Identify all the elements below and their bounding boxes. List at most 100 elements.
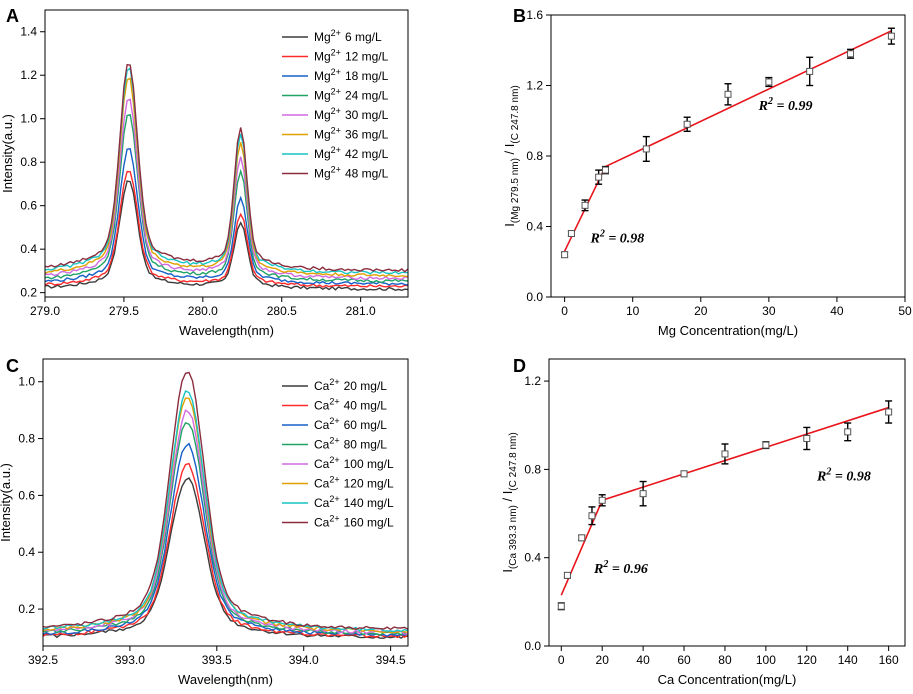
legend-entry: Mg2+ 30 mg/L (314, 106, 389, 122)
x-tick-label: 40 (636, 653, 650, 667)
legend-ion: Mg (314, 30, 331, 44)
x-tick-label: 120 (797, 653, 817, 667)
series-line (45, 170, 408, 288)
legend-charge: 2+ (329, 475, 339, 485)
x-tick-label: 160 (879, 653, 899, 667)
legend-ion: Ca (314, 418, 330, 432)
legend-ion: Mg (314, 128, 331, 142)
legend-ion: Ca (314, 457, 330, 471)
y-tick-label: 0.8 (524, 462, 541, 476)
legend-entry: Mg2+ 42 mg/L (314, 145, 389, 161)
x-tick-label: 10 (626, 304, 640, 318)
data-point (887, 32, 895, 40)
r2-symbol: R (816, 469, 826, 484)
x-tick-label: 30 (762, 304, 776, 318)
series-group (43, 371, 408, 639)
r2-symbol: R (758, 99, 768, 114)
y-tick-label: 0.2 (20, 286, 37, 300)
data-point (598, 496, 606, 504)
data-point (806, 67, 814, 75)
legend-conc: 120 mg/L (344, 477, 394, 491)
plot-frame (548, 358, 906, 647)
r2-value: = 0.98 (605, 231, 644, 246)
x-tick-label: 20 (694, 304, 708, 318)
y-tick-label: 0.4 (526, 220, 543, 234)
series-line (45, 148, 408, 286)
data-point (639, 490, 647, 498)
x-tick-label: 279.5 (109, 304, 139, 318)
data-point (847, 50, 855, 58)
data-point (885, 408, 893, 416)
x-tick-label: 140 (838, 653, 858, 667)
legend-conc: 6 mg/L (345, 30, 382, 44)
y-tick-label: 0.8 (18, 432, 35, 446)
legend-entry: Ca2+ 100 mg/L (314, 455, 394, 471)
y-title-mid: / I (500, 491, 515, 505)
y-tick-label: 0.2 (18, 602, 35, 616)
y-tick-label: 0.6 (20, 199, 37, 213)
data-point (721, 450, 729, 458)
r2-annotation: R2 = 0.99 (758, 96, 813, 114)
legend-charge: 2+ (331, 28, 341, 38)
data-point (762, 441, 770, 449)
y-tick-label: 0.8 (526, 149, 543, 163)
panel-letter: B (513, 6, 526, 26)
series-line (45, 98, 408, 281)
y-tick-label: 1.0 (18, 375, 35, 389)
series-group (45, 63, 408, 292)
legend-ion: Ca (314, 399, 330, 413)
legend-ion: Ca (314, 496, 330, 510)
legend-ion: Mg (314, 50, 331, 64)
series-line (45, 63, 408, 273)
legend-entry: Ca2+ 60 mg/L (314, 416, 387, 432)
data-point (595, 173, 603, 181)
series-line (45, 77, 408, 278)
panel-letter: C (6, 356, 19, 376)
y-tick-label: 1.4 (20, 25, 37, 39)
legend-conc: 40 mg/L (344, 399, 388, 413)
y-title-sub2: (C 247.8 nm) (508, 432, 519, 490)
data-point (803, 434, 811, 442)
r2-value: = 0.98 (831, 469, 870, 484)
panel-letter: A (6, 6, 19, 26)
data-point (642, 145, 650, 153)
legend-charge: 2+ (331, 87, 341, 97)
r2-symbol: R (589, 231, 599, 246)
y-tick-label: 0.0 (526, 290, 543, 304)
series-line (43, 371, 408, 631)
legend-entry: Mg2+ 12 mg/L (314, 48, 389, 64)
plot-frame (42, 358, 409, 647)
plot-frame (550, 14, 906, 298)
x-tick-label: 393.5 (202, 653, 232, 667)
r2-annotation: R2 = 0.98 (589, 228, 644, 246)
y-title-sub1: (Ca 393.3 nm) (508, 505, 519, 569)
legend-charge: 2+ (329, 494, 339, 504)
data-point (557, 602, 565, 610)
panel-letter: D (513, 356, 526, 376)
y-tick-label: 1.2 (526, 79, 543, 93)
y-axis-title: Intensity(a.u.) (0, 114, 15, 193)
r2-annotation: R2 = 0.98 (816, 466, 871, 484)
y-title-sub1: (Mg 279.5 nm) (510, 158, 521, 223)
series-line (43, 442, 408, 637)
y-title-i1: I (500, 569, 515, 573)
plot-frame (44, 9, 409, 298)
r2-value: = 0.99 (773, 99, 812, 114)
legend-entry: Ca2+ 40 mg/L (314, 397, 387, 413)
r2-exponent: 2 (599, 228, 605, 239)
x-tick-label: 279.0 (30, 304, 60, 318)
series-line (45, 180, 408, 292)
x-tick-label: 60 (677, 653, 691, 667)
legend-charge: 2+ (329, 377, 339, 387)
chart-C: 392.5 393.0 393.5 394.0 394.5 0.2 0.4 0.6 0.8 1.0… (0, 356, 409, 687)
y-tick-label: 1.6 (526, 8, 543, 22)
x-tick-label: 100 (756, 653, 776, 667)
fit-line (605, 30, 892, 168)
r2-symbol: R (593, 562, 603, 577)
data-point (588, 512, 596, 520)
x-tick-label: 394.5 (376, 653, 406, 667)
legend-conc: 60 mg/L (344, 418, 388, 432)
legend-conc: 24 mg/L (345, 89, 389, 103)
